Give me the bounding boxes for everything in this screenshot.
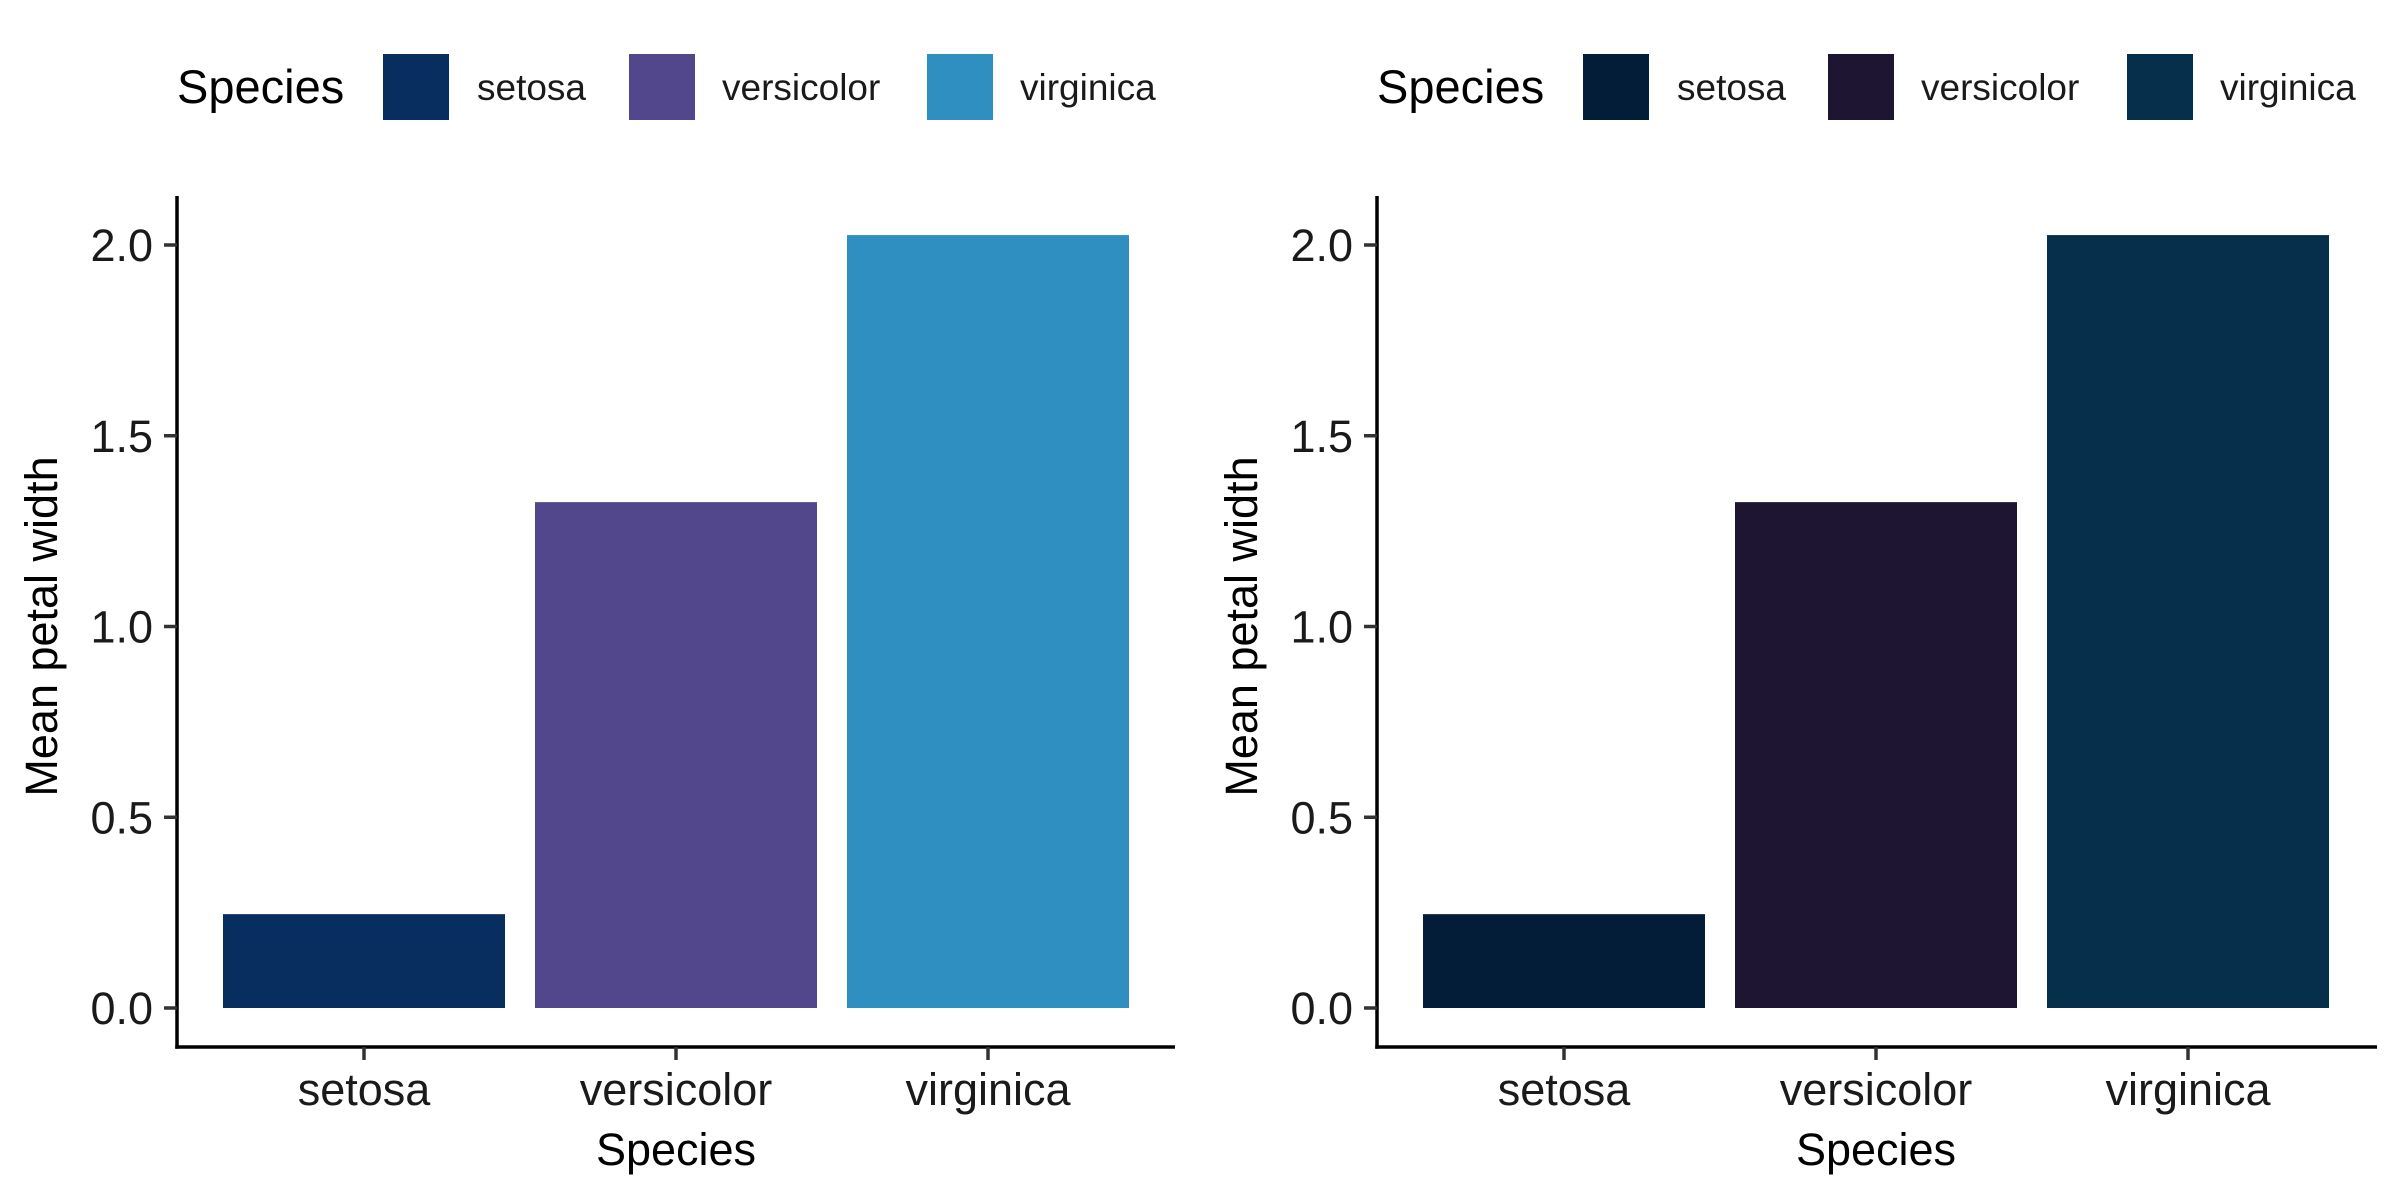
legend-swatch-setosa [383,54,449,120]
legend-label-versicolor: versicolor [1921,67,2079,108]
y-tick-label-1.5: 1.5 [90,411,153,462]
y-tick-label-0.0: 0.0 [1290,983,1353,1034]
legend: Species setosa versicolor virginica [1377,54,2356,120]
x-tick-label-virginica: virginica [2105,1064,2271,1115]
x-axis-title: Species [1796,1124,1956,1175]
legend-label-virginica: virginica [2220,67,2356,108]
legend-title: Species [177,60,344,113]
bar-virginica [2047,235,2329,1008]
bar-versicolor [1735,502,2017,1008]
x-tick-label-versicolor: versicolor [1780,1064,1973,1115]
legend-swatch-versicolor [629,54,695,120]
chart-panel-2: Species setosa versicolor virginica 0.0 0.5 1.… [1216,54,2377,1175]
legend-swatch-setosa [1583,54,1649,120]
x-tick-label-virginica: virginica [905,1064,1071,1115]
legend-swatch-virginica [2127,54,2193,120]
y-tick-label-2.0: 2.0 [1290,220,1353,271]
x-tick-label-setosa: setosa [298,1064,432,1115]
bar-versicolor [535,502,817,1008]
y-axis-title: Mean petal width [1216,456,1267,796]
y-tick-label-1.5: 1.5 [1290,411,1353,462]
x-axis-title: Species [596,1124,756,1175]
legend-label-virginica: virginica [1020,67,1156,108]
bar-setosa [223,914,505,1008]
x-tick-label-versicolor: versicolor [580,1064,773,1115]
legend-title: Species [1377,60,1544,113]
bar-setosa [1423,914,1705,1008]
legend-label-setosa: setosa [1677,67,1786,108]
y-tick-label-0.0: 0.0 [90,983,153,1034]
legend-swatch-virginica [927,54,993,120]
legend-label-setosa: setosa [477,67,586,108]
y-axis-title: Mean petal width [16,456,67,796]
bar-virginica [847,235,1129,1008]
legend-label-versicolor: versicolor [722,67,880,108]
y-tick-label-1.0: 1.0 [90,602,153,653]
chart-panel-1: Species setosa versicolor virginica 0.0 0.5 1.… [16,54,1175,1175]
x-tick-label-setosa: setosa [1498,1064,1632,1115]
y-tick-label-0.5: 0.5 [1290,792,1353,843]
y-tick-label-0.5: 0.5 [90,792,153,843]
legend: Species setosa versicolor virginica [177,54,1156,120]
legend-swatch-versicolor [1828,54,1894,120]
y-tick-label-2.0: 2.0 [90,220,153,271]
y-tick-label-1.0: 1.0 [1290,602,1353,653]
